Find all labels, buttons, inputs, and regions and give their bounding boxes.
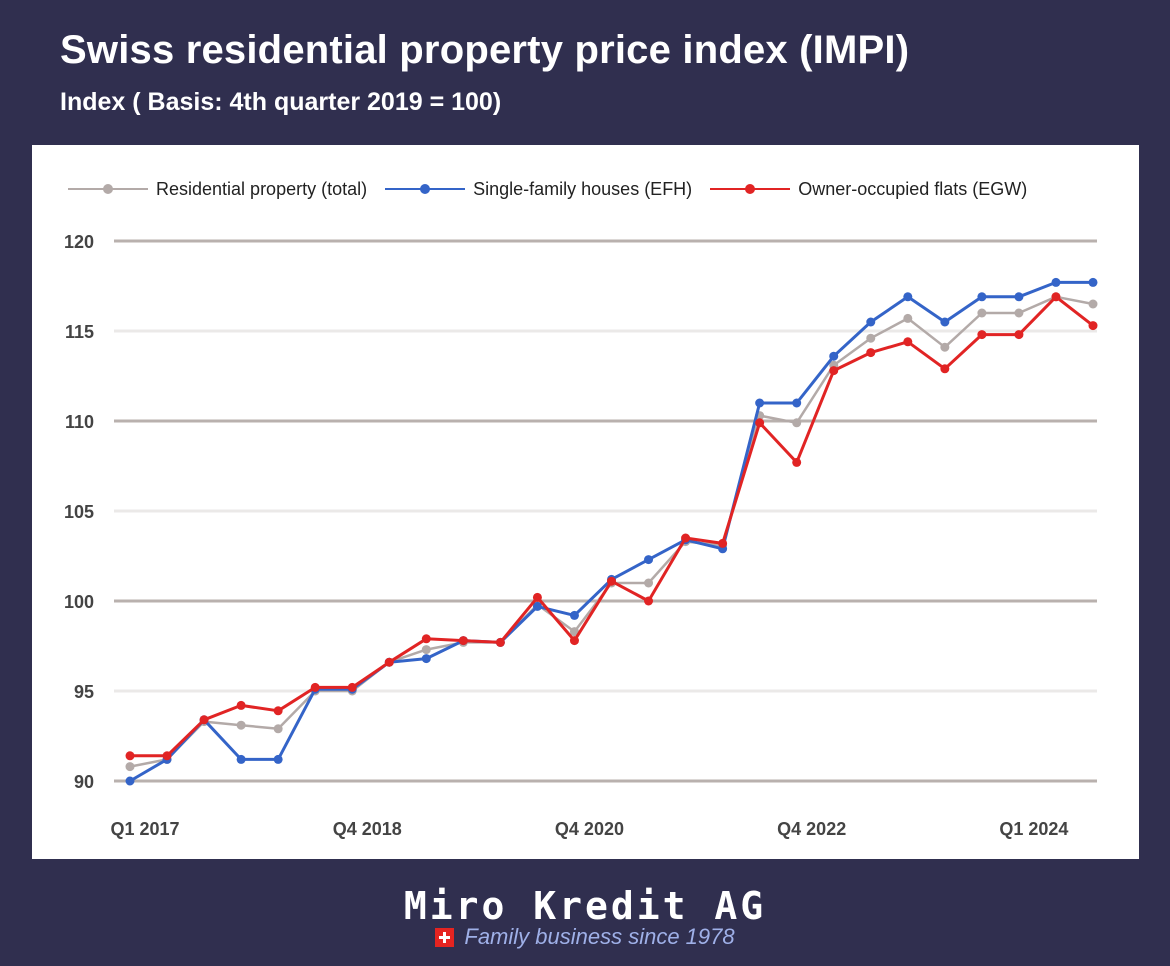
data-point-s3-19 [829, 366, 839, 376]
legend-swatch-efh [385, 184, 466, 194]
data-point-s3-6 [347, 682, 357, 692]
data-point-s2-23 [977, 292, 987, 302]
data-point-s2-4 [273, 754, 283, 764]
chart-panel: Residential property (total) Single-fami… [32, 145, 1139, 859]
data-point-s1-26 [1088, 299, 1098, 309]
y-tick-label-100: 100 [64, 592, 94, 612]
series-line-3 [130, 295, 1094, 758]
legend-item-efh[interactable]: Single-family houses (EFH) [385, 179, 692, 200]
data-point-s1-24 [1014, 308, 1024, 318]
y-tick-label-115: 115 [65, 322, 94, 342]
data-point-s2-20 [866, 317, 876, 327]
data-point-s3-11 [532, 592, 542, 602]
data-point-s3-9 [458, 636, 468, 646]
data-point-s2-3 [236, 754, 246, 764]
x-tick-label: Q1 2024 [999, 819, 1068, 839]
x-tick-label: Q4 2022 [777, 819, 846, 839]
data-point-s3-1 [162, 751, 172, 761]
data-point-s1-12 [569, 627, 579, 637]
data-point-s3-16 [718, 538, 728, 548]
legend-label-efh: Single-family houses (EFH) [473, 178, 693, 199]
data-point-s2-25 [1051, 277, 1061, 287]
y-tick-label-90: 90 [74, 772, 94, 792]
data-point-s3-26 [1088, 321, 1098, 331]
data-point-s3-15 [681, 533, 691, 543]
legend-swatch-total [68, 184, 148, 194]
x-tick-label: Q4 2018 [333, 819, 402, 839]
data-point-s3-17 [755, 418, 765, 428]
brand-logo-text: Miro Kredit AG [403, 884, 767, 928]
legend-label-egw: Owner-occupied flats (EGW) [798, 178, 1028, 199]
data-point-s2-19 [829, 351, 839, 361]
y-tick-label-105: 105 [64, 502, 94, 522]
data-point-s3-18 [792, 457, 802, 467]
data-point-s1-3 [236, 720, 246, 730]
data-point-s1-23 [977, 308, 987, 318]
legend-item-total[interactable]: Residential property (total) [68, 179, 367, 200]
data-point-s3-7 [384, 657, 394, 667]
chart-title: Swiss residential property price index (… [60, 28, 910, 72]
data-point-s2-8 [421, 654, 431, 664]
data-point-s2-11 [532, 601, 542, 611]
x-tick-label: Q4 2020 [555, 819, 624, 839]
data-point-s3-4 [273, 706, 283, 716]
tagline-text: Family business since 1978 [464, 924, 735, 949]
data-point-s2-0 [125, 776, 135, 786]
data-point-s1-21 [903, 313, 913, 323]
data-point-s3-25 [1051, 292, 1061, 302]
data-point-s2-21 [903, 292, 913, 302]
legend-label-total: Residential property (total) [156, 178, 368, 199]
data-point-s1-0 [125, 762, 135, 772]
data-point-s3-21 [903, 337, 913, 347]
data-point-s3-8 [421, 634, 431, 644]
data-point-s2-14 [644, 555, 654, 565]
x-tick-label: Q1 2017 [110, 819, 179, 839]
data-point-s3-14 [644, 596, 654, 606]
data-point-s3-13 [607, 576, 616, 586]
data-point-s1-14 [644, 578, 654, 588]
data-point-s1-4 [273, 724, 283, 734]
data-point-s1-20 [866, 333, 876, 343]
data-point-s3-10 [495, 637, 505, 647]
data-point-s3-24 [1014, 330, 1024, 340]
y-tick-label-110: 110 [65, 412, 94, 432]
data-point-s1-18 [792, 418, 802, 428]
data-point-s3-23 [977, 330, 987, 340]
data-point-s3-5 [310, 682, 320, 692]
data-point-s1-8 [421, 645, 431, 655]
data-point-s2-22 [940, 317, 950, 327]
y-tick-label-120: 120 [64, 232, 94, 252]
data-point-s3-20 [866, 348, 876, 358]
data-point-s2-18 [792, 398, 802, 408]
brand-tagline: Family business since 1978 [0, 924, 1170, 950]
data-point-s2-24 [1014, 292, 1024, 302]
chart-legend: Residential property (total) Single-fami… [68, 177, 1119, 201]
legend-swatch-egw [710, 184, 791, 194]
y-tick-label-95: 95 [74, 682, 94, 702]
data-point-s2-17 [755, 398, 765, 408]
data-point-s2-12 [569, 610, 579, 620]
data-point-s3-3 [236, 700, 246, 710]
data-point-s3-12 [569, 636, 579, 646]
swiss-flag-icon [435, 927, 455, 947]
chart-subtitle: Index ( Basis: 4th quarter 2019 = 100) [60, 88, 502, 116]
data-point-s3-2 [199, 715, 209, 725]
data-point-s1-22 [940, 342, 950, 352]
line-chart: 90 95 100 105 110 115 120 Q1 2017 Q4 2018 Q4 2020… [64, 232, 1098, 839]
data-point-s2-26 [1088, 277, 1098, 287]
data-point-s3-0 [125, 751, 135, 761]
legend-item-egw[interactable]: Owner-occupied flats (EGW) [710, 179, 1027, 200]
series-line-2 [129, 280, 1093, 783]
data-point-s3-22 [940, 364, 950, 374]
